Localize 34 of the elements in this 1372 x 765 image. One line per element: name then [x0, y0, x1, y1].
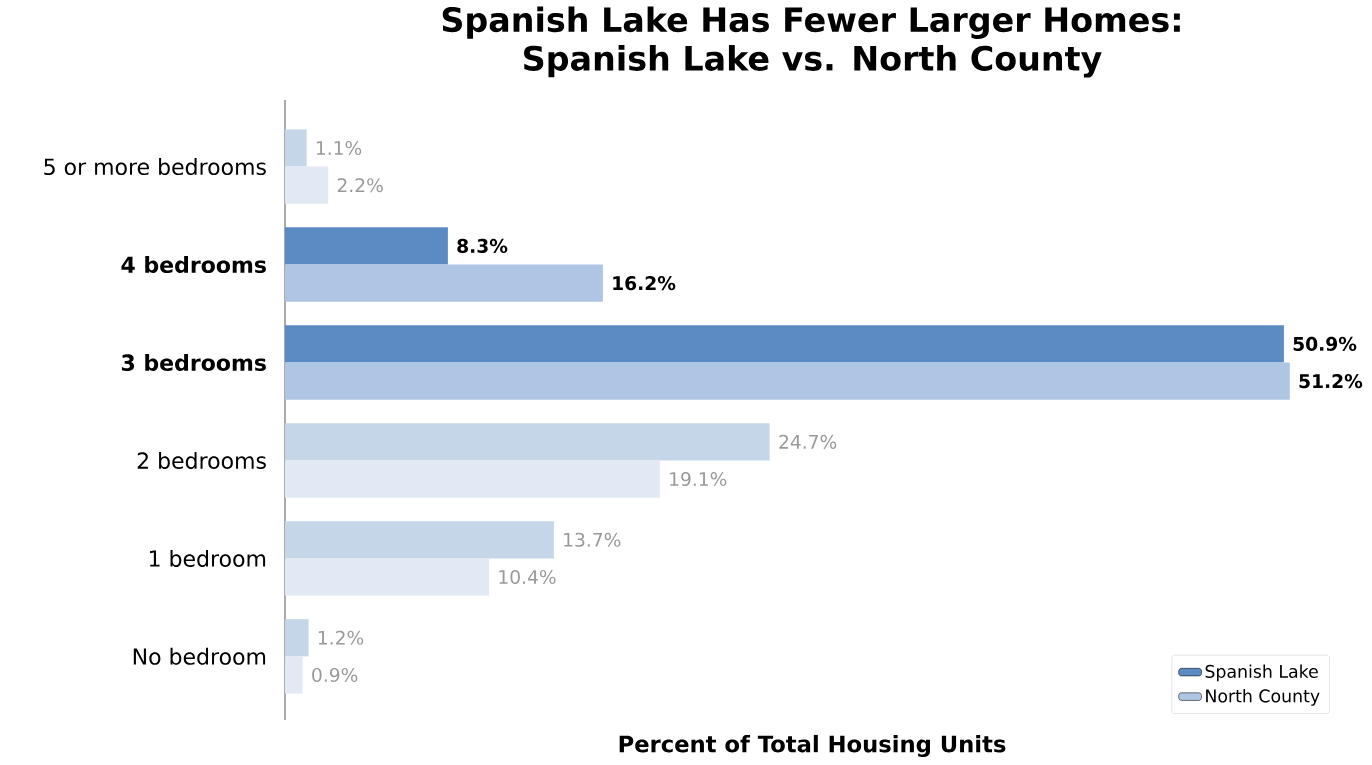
data-label: 10.4% — [499, 569, 556, 585]
data-label: 16.2% — [613, 276, 676, 291]
y-tick-label: 2 bedrooms — [137, 451, 266, 469]
bar — [285, 521, 554, 559]
data-label: 1.2% — [318, 630, 364, 645]
bar — [285, 423, 770, 461]
legend-label: Spanish Lake — [1205, 664, 1318, 682]
x-axis-title: Percent of Total Housing Units — [619, 734, 1006, 758]
bar — [285, 460, 660, 498]
bar — [285, 362, 1290, 400]
data-label: 51.2% — [1299, 374, 1363, 389]
bar — [285, 325, 1284, 363]
data-label: 1.1% — [316, 140, 362, 156]
data-label: 24.7% — [779, 434, 837, 449]
y-tick-label: 5 or more bedrooms — [44, 158, 266, 176]
y-tick-label: 4 bedrooms — [121, 256, 266, 274]
bar — [285, 227, 448, 265]
chart-title: Spanish Lake Has Fewer Larger Homes: Spanish Lake vs. North County — [442, 6, 1180, 78]
data-label: 2.2% — [337, 178, 383, 193]
data-label: 13.7% — [564, 532, 621, 547]
data-label: 8.3% — [457, 238, 508, 254]
y-tick-label: 1 bedroom — [150, 549, 266, 567]
y-tick-label: No bedroom — [133, 647, 266, 665]
bar — [285, 129, 307, 167]
bar — [285, 656, 303, 694]
legend-label: North County — [1206, 689, 1320, 706]
bar — [285, 619, 309, 657]
bar — [285, 166, 329, 204]
data-label: 50.9% — [1293, 336, 1357, 351]
bar — [285, 558, 490, 596]
data-label: 0.9% — [312, 667, 358, 683]
bar — [285, 264, 603, 302]
y-tick-label: 3 bedrooms — [121, 353, 266, 372]
data-label: 19.1% — [670, 471, 727, 487]
